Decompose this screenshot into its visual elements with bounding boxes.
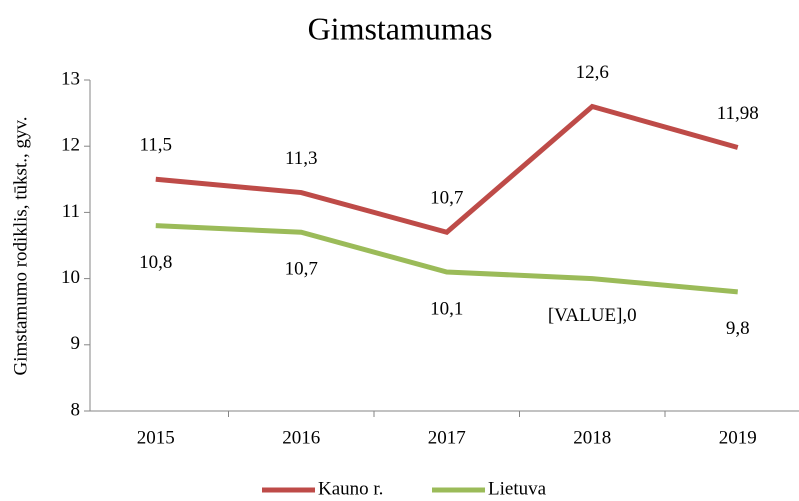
data-label: 11,98 (717, 103, 759, 124)
x-tick-label: 2016 (282, 427, 320, 448)
x-tick-label: 2015 (137, 427, 175, 448)
data-label: 12,6 (576, 62, 609, 83)
x-tick-label: 2017 (428, 427, 466, 448)
y-tick-label: 12 (61, 135, 80, 156)
x-tick-label: 2019 (719, 427, 757, 448)
legend-label: Lietuva (488, 478, 547, 499)
x-tick-label: 2018 (573, 427, 611, 448)
data-label: 11,3 (285, 148, 318, 169)
y-tick-label: 13 (61, 68, 80, 89)
chart-title: Gimstamumas (308, 10, 493, 46)
data-label: [VALUE],0 (548, 305, 637, 326)
data-label: 10,7 (285, 259, 318, 280)
data-label: 9,8 (726, 318, 750, 339)
data-label: 10,1 (430, 298, 463, 319)
y-tick-label: 8 (71, 399, 81, 420)
line-series (155, 103, 739, 236)
legend-label: Kauno r. (318, 478, 383, 499)
y-axis-label: Gimstamumo rodiklis, tūkst., gyv. (10, 117, 31, 376)
line-series (155, 223, 738, 295)
data-label: 11,5 (139, 135, 172, 156)
y-tick-label: 10 (61, 267, 80, 288)
data-label: 10,8 (139, 252, 172, 273)
y-tick-label: 9 (71, 333, 81, 354)
y-tick-label: 11 (62, 201, 80, 222)
data-label: 10,7 (430, 188, 463, 209)
